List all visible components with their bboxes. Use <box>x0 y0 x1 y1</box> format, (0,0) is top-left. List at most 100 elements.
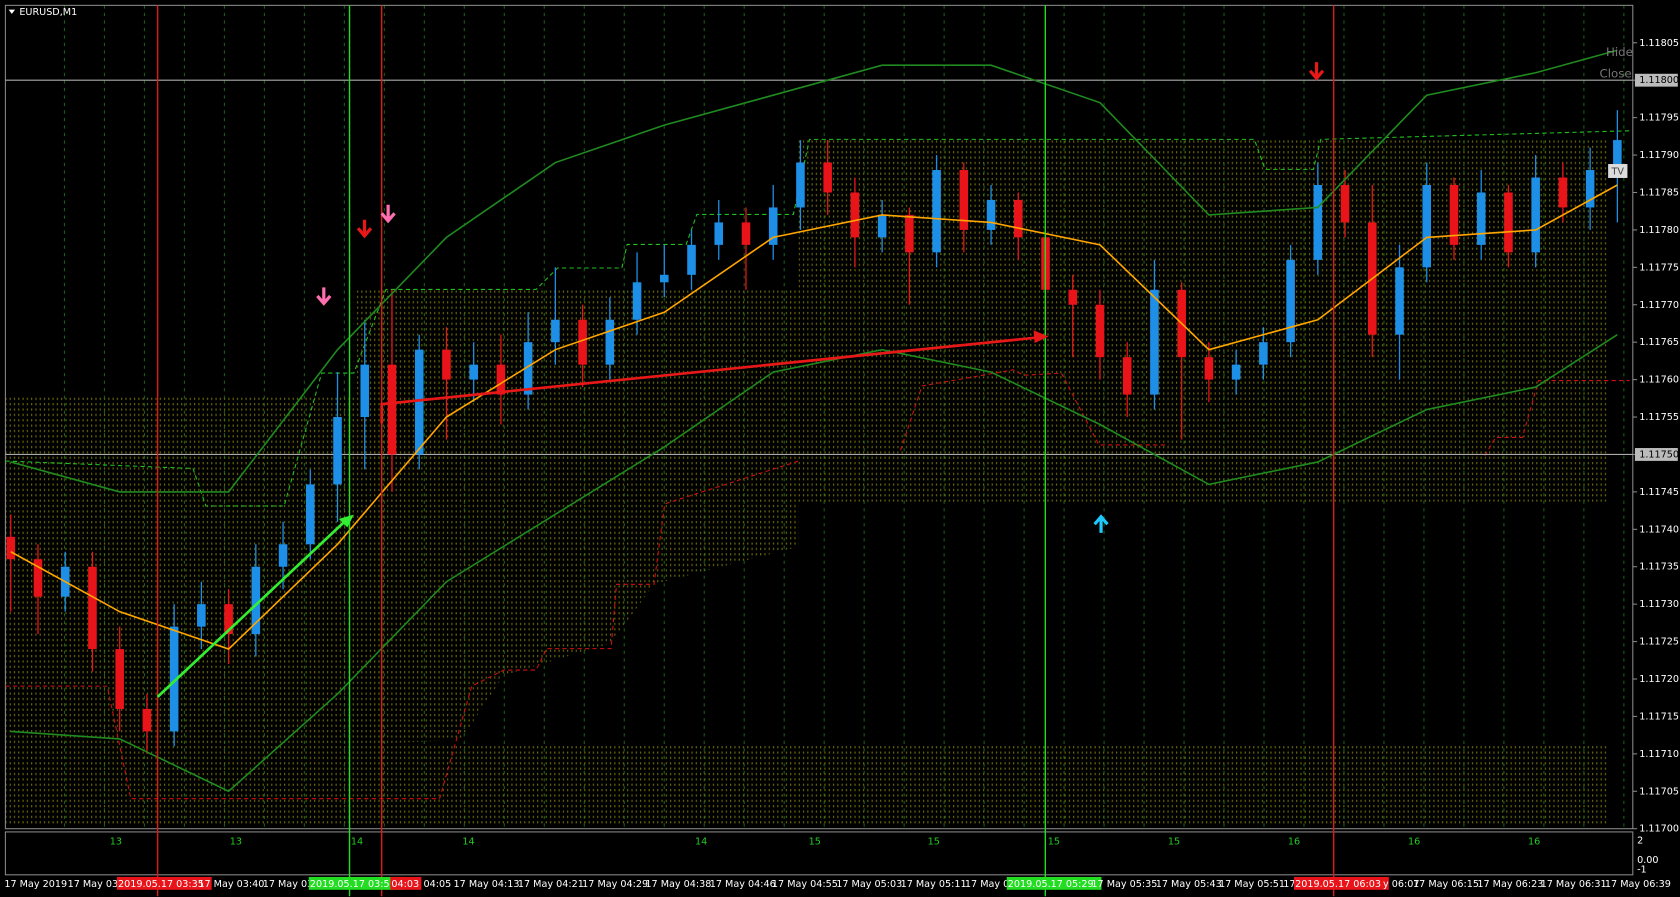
candle-body <box>1449 185 1459 245</box>
y-tick-label: 1.11715 <box>1639 711 1679 722</box>
signal-arrows <box>316 62 1325 533</box>
time-label: 17 May 03: <box>263 879 317 890</box>
y-tick-label: 1.11770 <box>1639 300 1679 311</box>
candle-body <box>741 222 751 245</box>
time-label: 17 May 0 <box>965 879 1009 890</box>
y-tick-label: 1.11755 <box>1639 412 1679 423</box>
time-label: y 06:07 <box>1383 879 1420 890</box>
time-grid <box>63 5 1625 829</box>
time-label: 17 May 05:11 <box>901 879 967 890</box>
y-tick-label: 1.11735 <box>1639 562 1679 573</box>
candle-body <box>1068 289 1078 305</box>
time-label: 17 May 06:39 <box>1605 879 1671 890</box>
time-label: 17 May 05:35 <box>1091 879 1157 890</box>
close-button[interactable]: Close <box>1600 66 1632 80</box>
candle-body <box>905 214 914 253</box>
hide-button[interactable]: Hide <box>1606 45 1633 59</box>
time-label: 2019.05.17 06:03 <box>1295 879 1381 890</box>
hour-label: 13 <box>230 837 242 848</box>
time-label: 17 May 04:55 <box>772 879 838 890</box>
time-label: 17 May 04:13 <box>454 879 520 890</box>
candle-body <box>169 626 179 732</box>
sub-window <box>4 831 1634 876</box>
candle-body <box>632 282 642 320</box>
y-tick-label: 1.11800 <box>1639 75 1679 86</box>
y-tick-label: 1.11740 <box>1639 524 1679 535</box>
time-axis: 17 May 2019 17 May 03:2019.05.17 03:3517 … <box>4 836 1671 890</box>
candle-body <box>197 604 206 627</box>
tick-highlight <box>1634 448 1678 461</box>
y-tick-label: 1.11730 <box>1639 599 1679 610</box>
time-label: 2019.05.17 03:35 <box>118 879 204 890</box>
candle-body <box>796 162 805 208</box>
y-tick-label: 1.11720 <box>1639 674 1679 685</box>
sub-axis-label: -1 <box>1637 864 1647 875</box>
candle-body <box>714 222 724 245</box>
hour-label: 16 <box>1528 837 1540 848</box>
candle-body <box>306 484 315 545</box>
y-tick-label: 1.11785 <box>1639 187 1679 198</box>
candle-body <box>251 566 261 635</box>
price-axis: 1.11805 1.11800 1.11795 1.11790 1.11785 1.117… <box>1632 38 1679 835</box>
candle-body <box>1558 177 1568 208</box>
candle-body <box>877 214 887 238</box>
y-tick-label: 1.11795 <box>1639 113 1679 124</box>
tick-highlight <box>1634 73 1678 87</box>
candle-body <box>578 319 587 365</box>
badge: TV <box>1611 167 1625 178</box>
time-label: 17 May 2019 <box>4 879 67 890</box>
y-tick-label: 1.11705 <box>1639 786 1679 797</box>
candle-body <box>551 319 560 343</box>
candle-body <box>605 319 615 365</box>
time-label: 17 May 06:23 <box>1477 879 1543 890</box>
y-tick-label: 1.11765 <box>1639 337 1679 348</box>
candle-body <box>333 417 342 485</box>
y-tick-label: 1.11700 <box>1639 824 1679 835</box>
candle-body <box>768 207 778 245</box>
candle-body <box>1286 259 1295 343</box>
candle-body <box>1585 170 1595 208</box>
stop-lines <box>5 130 1630 800</box>
candle-body <box>659 274 669 283</box>
hour-label: 16 <box>1408 837 1420 848</box>
candle-body <box>442 349 451 380</box>
band-line <box>10 49 1618 493</box>
candle-body <box>1613 140 1622 171</box>
hour-label: 14 <box>695 837 707 848</box>
candle-body <box>1504 192 1513 253</box>
symbol-label: EURUSD,M1 <box>19 7 77 18</box>
candle-body <box>278 544 288 567</box>
time-highlight <box>308 876 404 890</box>
badge-box <box>1608 164 1628 178</box>
hour-label: 15 <box>1168 837 1180 848</box>
time-label: 17 May 05:51 <box>1219 879 1285 890</box>
candle-body <box>360 364 370 418</box>
time-label: 04:05 <box>424 879 452 890</box>
time-highlight <box>390 876 422 890</box>
marks <box>5 49 1633 793</box>
candle-body <box>115 649 124 709</box>
candle-body <box>88 566 97 650</box>
candle-body <box>1422 185 1432 268</box>
candle-body <box>1531 177 1540 253</box>
candle-body <box>1313 185 1323 260</box>
candle-body <box>986 199 996 230</box>
candle-body <box>1013 199 1023 238</box>
candle-body <box>1476 192 1486 245</box>
candle-body <box>469 364 478 380</box>
candle-body <box>1231 364 1241 380</box>
time-label: 17 May 03:40 <box>198 879 264 890</box>
hour-label: 15 <box>1048 837 1060 848</box>
time-label: 2019.05.17 05:29 <box>1008 879 1094 890</box>
time-label: 17 May 06:15 <box>1413 879 1479 890</box>
time-label: 17 May 05:03 <box>836 879 902 890</box>
candle-body <box>414 349 424 455</box>
time-label: 17 May 04:46 <box>710 879 776 890</box>
y-tick-label: 1.11790 <box>1639 150 1679 161</box>
candle-body <box>1150 289 1159 395</box>
hour-label: 15 <box>928 837 940 848</box>
candle-body <box>142 708 152 732</box>
candle-body <box>224 604 233 635</box>
y-tick-label: 1.11780 <box>1639 225 1679 236</box>
